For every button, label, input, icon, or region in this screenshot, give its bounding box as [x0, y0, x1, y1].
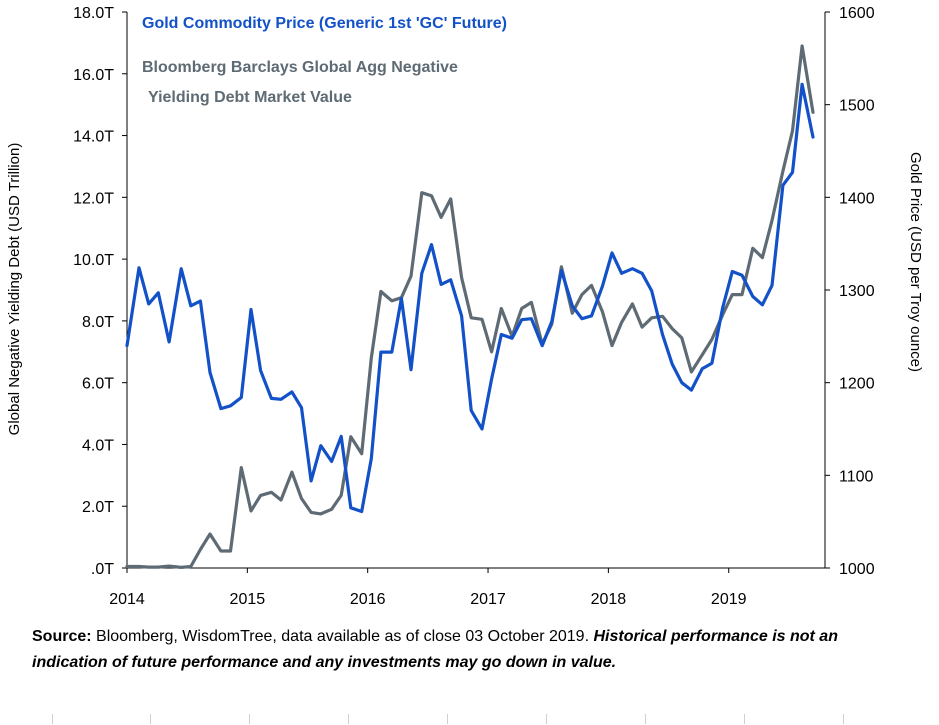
left-tick-label: 12.0T: [73, 190, 114, 207]
right-tick-label: 1000: [839, 561, 875, 578]
x-tick-label: 2016: [350, 591, 386, 608]
legend-gold-label: Gold Commodity Price (Generic 1st 'GC' F…: [142, 15, 507, 32]
x-tick-label: 2019: [711, 591, 747, 608]
x-tick-label: 2017: [470, 591, 506, 608]
source-note: Source: Bloomberg, WisdomTree, data avai…: [32, 624, 912, 676]
left-tick-label: 8.0T: [82, 314, 114, 331]
left-tick-label: .0T: [91, 561, 114, 578]
left-axis-title: Global Negative Yielding Debt (USD Trill…: [6, 143, 23, 436]
right-tick-label: 1500: [839, 98, 875, 115]
legend-debt-label-line2: Yielding Debt Market Value: [148, 89, 352, 106]
right-axis-title: Gold Price (USD per Troy ounce): [907, 152, 924, 372]
right-tick-label: 1300: [839, 283, 875, 300]
legend-debt-label-line1: Bloomberg Barclays Global Agg Negative: [142, 59, 458, 76]
left-tick-label: 2.0T: [82, 499, 114, 516]
left-tick-label: 4.0T: [82, 437, 114, 454]
left-tick-label: 16.0T: [73, 67, 114, 84]
series-line-gold-price: [125, 82, 815, 514]
x-tick-label: 2015: [230, 591, 266, 608]
series-layer: [125, 44, 815, 570]
left-tick-label: 18.0T: [73, 5, 114, 22]
source-label: Source:: [32, 628, 92, 645]
x-axis-ticks: 2014 2015 2016 2017 2018 2019: [109, 568, 747, 608]
right-axis-ticks: 1000 1100 1200 1300 1400 1500 1600: [825, 5, 875, 578]
source-text: Bloomberg, WisdomTree, data available as…: [91, 628, 594, 645]
bottom-divider: [0, 714, 939, 725]
source-disclaimer: Historical performance is not an indicat…: [32, 628, 838, 671]
left-axis-ticks: .0T 2.0T 4.0T 6.0T 8.0T 10.0T 12.0T 14.0T 16.0T 1…: [73, 5, 127, 578]
right-tick-label: 1100: [839, 468, 874, 485]
left-tick-label: 10.0T: [73, 252, 114, 269]
x-tick-label: 2018: [591, 591, 627, 608]
right-tick-label: 1600: [839, 5, 875, 22]
x-tick-label: 2014: [109, 591, 145, 608]
left-tick-label: 6.0T: [82, 376, 114, 393]
left-tick-label: 14.0T: [73, 129, 114, 146]
chart: .0T 2.0T 4.0T 6.0T 8.0T 10.0T 12.0T 14.0T 16.0T 1…: [6, 5, 924, 608]
series-line-negative-yield-debt: [125, 44, 815, 570]
right-tick-label: 1200: [839, 376, 875, 393]
right-tick-label: 1400: [839, 190, 875, 207]
